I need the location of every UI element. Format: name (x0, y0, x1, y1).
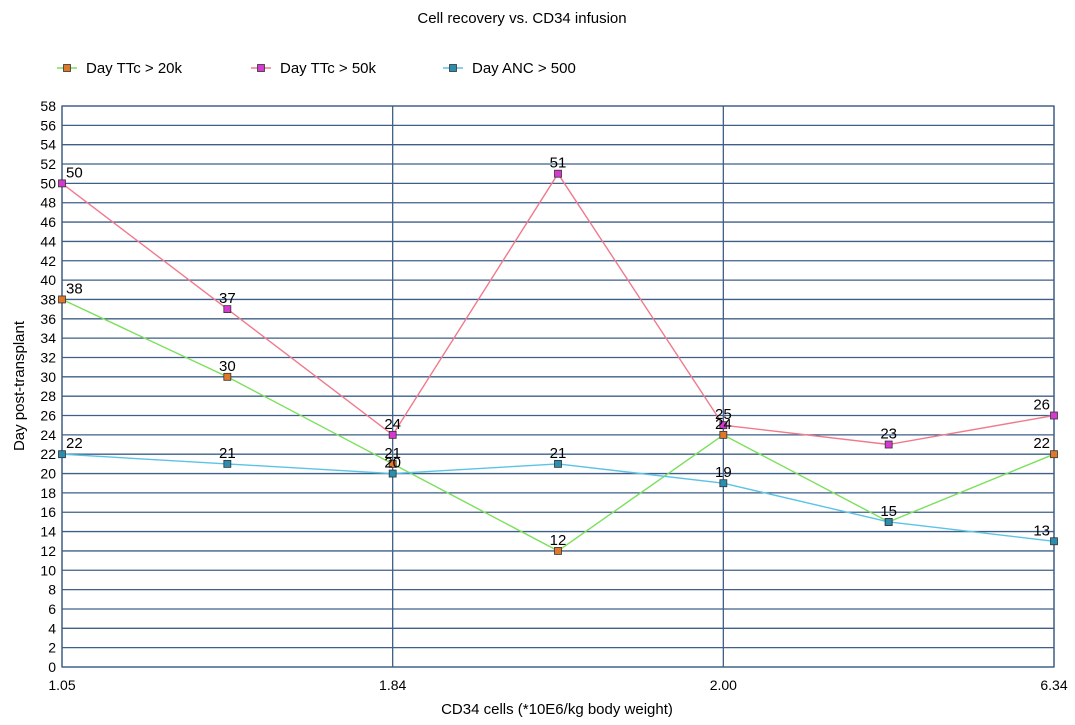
data-label: 38 (66, 280, 83, 297)
data-point (554, 459, 562, 468)
data-label: 12 (550, 532, 567, 549)
data-label: 19 (715, 464, 732, 481)
data-point (884, 518, 893, 526)
data-label: 25 (715, 406, 732, 423)
data-label: 50 (66, 164, 83, 181)
grid (61, 105, 1055, 668)
data-point (719, 430, 728, 439)
y-axis-label: Day post-transplant (11, 320, 28, 451)
series-line-0 (61, 298, 1055, 552)
data-label: 22 (1033, 435, 1050, 452)
data-label: 15 (880, 503, 897, 520)
data-point (388, 430, 397, 439)
y-tick-label: 28 (40, 388, 56, 404)
data-point (223, 305, 232, 314)
data-label: 21 (219, 445, 236, 462)
series-lines (61, 172, 1055, 552)
data-point (1050, 537, 1058, 546)
data-point (1050, 450, 1058, 459)
data-label: 23 (880, 426, 897, 443)
y-tick-label: 12 (40, 543, 56, 559)
data-point (388, 469, 397, 478)
y-tick-label: 10 (40, 562, 56, 578)
y-tick-label: 20 (40, 466, 56, 482)
data-point (719, 421, 728, 430)
legend-label: Day ANC > 500 (472, 60, 576, 77)
y-tick-label: 58 (40, 98, 56, 114)
data-label: 51 (550, 155, 567, 172)
data-point (1050, 411, 1058, 420)
legend-label: Day TTc > 50k (280, 60, 377, 77)
y-tick-label: 30 (40, 369, 56, 385)
legend-marker (63, 64, 71, 72)
data-point (223, 372, 232, 381)
data-point (719, 479, 728, 488)
data-label: 20 (384, 455, 401, 472)
y-tick-label: 18 (40, 485, 56, 501)
x-tick-label: 6.34 (1040, 677, 1067, 693)
data-point (884, 440, 893, 449)
data-label: 24 (384, 416, 401, 433)
y-tick-label: 40 (40, 272, 56, 288)
y-tick-label: 8 (48, 582, 56, 598)
legend-label: Day TTc > 20k (86, 60, 183, 77)
data-point (58, 450, 66, 459)
y-tick-label: 36 (40, 311, 56, 327)
data-point (223, 459, 232, 468)
plot-border (61, 105, 1055, 668)
y-tick-label: 26 (40, 408, 56, 424)
data-point (554, 547, 562, 555)
y-tick-label: 34 (40, 330, 56, 346)
data-label: 21 (550, 445, 567, 462)
legend-marker (257, 64, 265, 72)
y-tick-label: 38 (40, 291, 56, 307)
chart-title: Cell recovery vs. CD34 infusion (417, 10, 626, 27)
y-tick-label: 52 (40, 156, 56, 172)
x-tick-label: 2.00 (710, 677, 737, 693)
y-tick-label: 42 (40, 253, 56, 269)
y-tick-label: 22 (40, 446, 56, 462)
data-point (58, 295, 66, 304)
y-tick-label: 24 (40, 427, 56, 443)
series-markers (58, 169, 1058, 555)
legend-marker (449, 64, 457, 72)
y-tick-label: 50 (40, 175, 56, 191)
y-tick-label: 0 (48, 659, 56, 675)
legend: Day TTc > 20k Day TTc > 50k Day ANC > 500 (57, 60, 576, 77)
x-tick-label: 1.05 (48, 677, 75, 693)
x-axis-label: CD34 cells (*10E6/kg body weight) (441, 701, 673, 718)
data-label: 22 (66, 435, 83, 452)
data-label: 26 (1033, 397, 1050, 414)
y-tick-label: 16 (40, 504, 56, 520)
y-tick-label: 4 (48, 620, 56, 636)
y-tick-label: 48 (40, 195, 56, 211)
data-label: 13 (1033, 522, 1050, 539)
data-label: 21 (384, 445, 401, 462)
y-tick-label: 2 (48, 640, 56, 656)
y-tick-label: 44 (40, 233, 56, 249)
y-tick-label: 54 (40, 137, 56, 153)
series-line-1 (61, 172, 1055, 446)
y-tick-label: 32 (40, 349, 56, 365)
data-label: 24 (715, 416, 732, 433)
data-label: 37 (219, 290, 236, 307)
y-tick-label: 56 (40, 117, 56, 133)
y-tick-label: 14 (40, 524, 56, 540)
data-label: 30 (219, 358, 236, 375)
data-point (554, 169, 562, 178)
axis-ticks: 0246810121416182022242628303234363840424… (40, 98, 1067, 693)
x-tick-label: 1.84 (379, 677, 406, 693)
data-point (388, 459, 397, 468)
y-tick-label: 6 (48, 601, 56, 617)
y-tick-label: 46 (40, 214, 56, 230)
data-point (58, 179, 66, 188)
